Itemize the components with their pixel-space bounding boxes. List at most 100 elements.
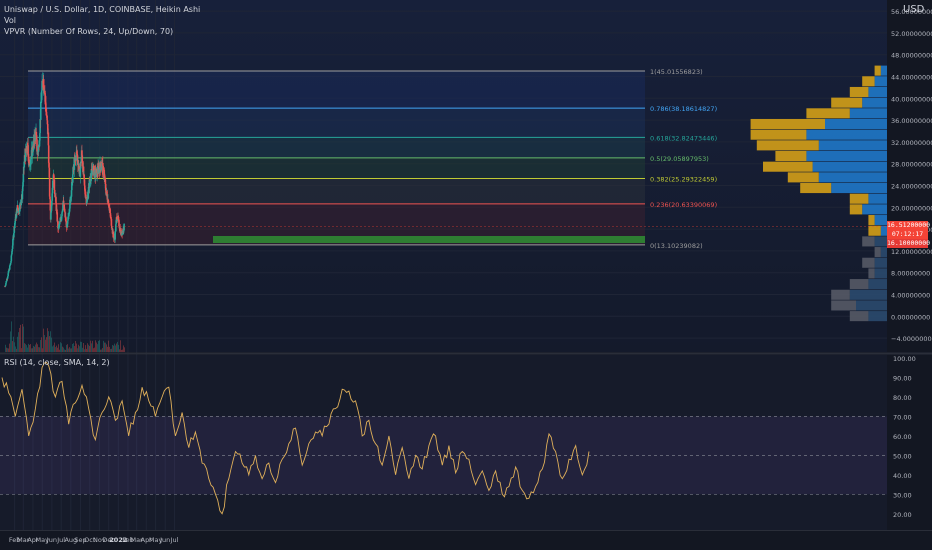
candle-body <box>56 212 59 222</box>
volume-bar <box>80 341 81 352</box>
candle-body <box>30 155 33 160</box>
candle-body <box>60 218 63 222</box>
volume-bar <box>71 348 72 352</box>
time-axis-label: Oct <box>84 536 96 544</box>
volume-bar <box>111 348 112 352</box>
support-zone[interactable] <box>213 236 645 243</box>
candle-body <box>38 140 41 147</box>
volume-profile-down-bar <box>868 215 875 226</box>
volume-bar <box>42 348 43 352</box>
volume-bar <box>56 345 57 352</box>
candle-body <box>46 120 49 125</box>
volume-bar <box>72 344 73 352</box>
symbol-title[interactable]: Uniswap / U.S. Dollar, 1D, COINBASE, Hei… <box>4 5 201 14</box>
candle-body <box>39 119 41 134</box>
candle-body <box>52 180 54 188</box>
candle-body <box>82 166 85 176</box>
candle-body <box>23 161 26 168</box>
candle-body <box>48 167 51 178</box>
candle-body <box>20 199 23 203</box>
price-axis-label: 40.00000000 <box>891 95 932 103</box>
candle-body <box>49 196 51 200</box>
rsi-indicator-label[interactable]: RSI (14, close, SMA, 14, 2) <box>4 358 110 367</box>
candle-body <box>96 172 99 174</box>
candle-body <box>12 236 15 239</box>
candle-body <box>99 162 102 167</box>
candle-body <box>8 265 11 270</box>
last-price-tag: 16.51200000 <box>887 221 931 230</box>
candle-body <box>114 239 116 241</box>
candle-body <box>109 209 111 210</box>
candle-body <box>14 220 16 223</box>
candle-body <box>116 219 119 221</box>
volume-bar <box>46 337 47 352</box>
candle-body <box>27 143 29 146</box>
volume-bar <box>9 343 10 352</box>
volume-bar <box>101 349 102 352</box>
volume-bar <box>106 344 107 352</box>
fib-level-label: 0.618(32.82473446) <box>650 134 717 142</box>
candle-body <box>68 208 71 212</box>
volume-bar <box>8 348 9 352</box>
candle-body <box>72 167 74 175</box>
volume-bar <box>115 345 116 352</box>
candle-body <box>40 101 42 103</box>
candle-body <box>81 155 84 163</box>
volume-profile-down-bar <box>849 204 863 215</box>
price-axis <box>887 0 932 530</box>
volume-bar <box>70 348 71 352</box>
currency-icon[interactable]: USD <box>903 4 925 15</box>
volume-bar <box>91 343 92 352</box>
candle-body <box>66 223 69 228</box>
volume-bar <box>48 331 49 352</box>
rsi-axis-label: 70.00 <box>893 413 912 421</box>
candle-body <box>30 159 32 165</box>
time-axis-label: Dec <box>102 536 115 544</box>
volume-indicator-label[interactable]: Vol <box>4 16 16 25</box>
volume-bar <box>68 348 69 352</box>
candle-body <box>46 124 49 135</box>
time-axis-label: Feb <box>122 536 134 544</box>
volume-profile-up-bar <box>868 311 887 322</box>
volume-bar <box>120 340 121 352</box>
candle-body <box>20 202 22 206</box>
volume-profile-up-bar <box>868 86 887 98</box>
time-axis-label: Feb <box>9 536 21 544</box>
candle-body <box>45 110 47 113</box>
volume-bar <box>15 346 16 352</box>
time-axis-label: Jul <box>170 536 179 544</box>
candle-body <box>67 215 70 217</box>
candle-body <box>62 202 64 209</box>
candle-body <box>115 220 117 225</box>
candle-body <box>70 196 72 198</box>
volume-bar <box>18 332 19 352</box>
candle-body <box>71 174 74 183</box>
rsi-axis-label: 80.00 <box>893 394 912 402</box>
volume-profile-up-bar <box>880 247 887 258</box>
volume-bar <box>45 339 46 352</box>
candle-body <box>78 169 80 171</box>
candle-body <box>109 213 112 217</box>
candle-body <box>47 132 50 146</box>
time-axis-label: Jun <box>46 536 57 544</box>
candle-body <box>27 145 29 154</box>
volume-bar <box>110 348 111 352</box>
volume-bar <box>29 344 30 352</box>
volume-bar <box>50 331 51 352</box>
candle-body <box>8 268 10 271</box>
candle-body <box>46 115 48 121</box>
volume-profile-down-bar <box>750 129 807 140</box>
candle-body <box>55 197 57 204</box>
time-axis-label: Jun <box>159 536 170 544</box>
volume-bar <box>55 347 56 352</box>
volume-bar <box>54 342 55 352</box>
volume-profile-down-bar <box>763 161 813 172</box>
candle-body <box>44 90 46 95</box>
volume-bar <box>31 348 32 352</box>
candle-body <box>17 207 19 209</box>
candle-body <box>70 196 72 202</box>
volume-bar <box>47 328 48 352</box>
volume-bar <box>84 349 85 352</box>
vpvr-indicator-label[interactable]: VPVR (Number Of Rows, 24, Up/Down, 70) <box>4 27 174 36</box>
